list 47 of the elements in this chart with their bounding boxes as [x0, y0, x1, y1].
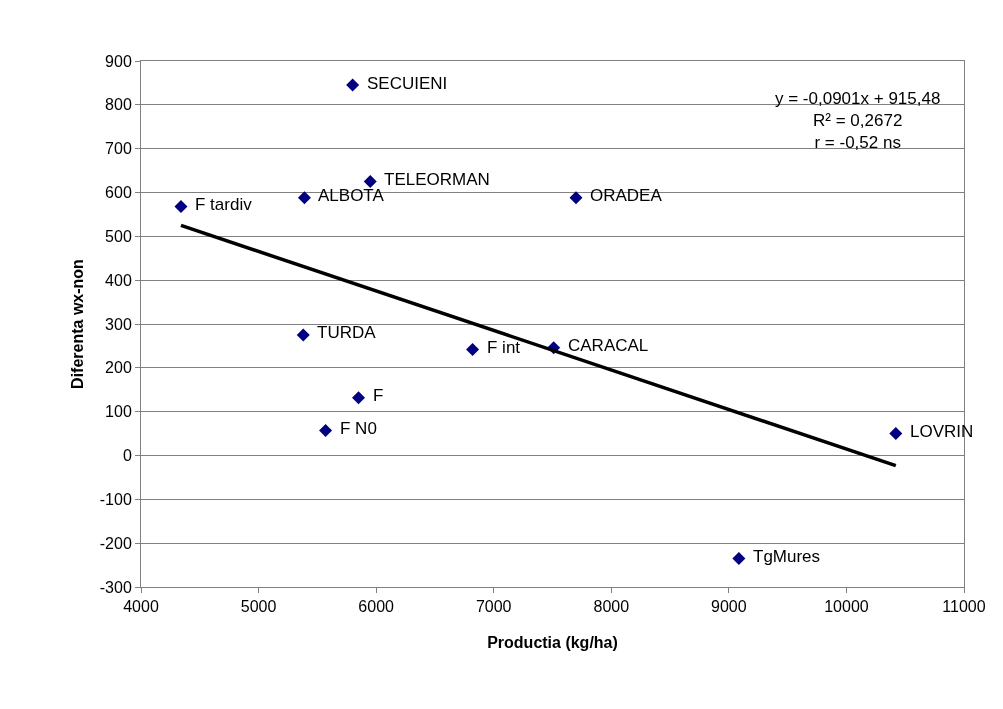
point	[732, 552, 746, 566]
annotation: ORADEA	[590, 186, 663, 205]
annotation: TgMures	[753, 547, 821, 566]
y-tick-label: 600	[105, 184, 132, 202]
y-tick-label: -200	[99, 534, 132, 552]
x-tick-label: 6000	[358, 598, 395, 616]
point	[363, 175, 377, 189]
x-tick-label: 4000	[123, 598, 159, 616]
y-tick-label: 800	[105, 96, 132, 114]
point	[889, 427, 903, 441]
x-tick-label: 5000	[240, 598, 277, 616]
annotation: F	[373, 386, 384, 405]
annotation: F N0	[340, 419, 377, 438]
point	[297, 191, 311, 205]
annotation: LOVRIN	[910, 422, 974, 441]
point	[296, 328, 310, 342]
point	[346, 78, 360, 92]
x-tick-label: 9000	[711, 598, 747, 616]
point	[466, 342, 480, 356]
y-tick-label: -100	[99, 490, 132, 508]
y-tick-label: 0	[122, 447, 132, 465]
annotation: CARACAL	[568, 336, 649, 355]
x-tick-label: 10000	[824, 598, 869, 616]
point	[569, 191, 583, 205]
y-axis-title: Diferenta wx-non	[68, 259, 86, 389]
y-tick-label: 700	[105, 140, 132, 158]
annotation: F tardiv	[195, 195, 253, 214]
annotation: TURDA	[317, 323, 377, 342]
y-tick-label: 100	[105, 403, 132, 421]
x-tick-label: 7000	[475, 598, 512, 616]
x-axis-title: Productia (kg/ha)	[487, 633, 618, 651]
annotation: y = -0,0901x + 915,48 R² = 0,2672 r = -0,52 ns	[775, 89, 941, 153]
annotation: F int	[487, 338, 521, 357]
annotation: SECUIENI	[367, 74, 448, 93]
x-tick-label: 11000	[942, 598, 986, 616]
annotation: TELEORMAN	[384, 170, 490, 189]
y-tick-label: 900	[105, 52, 132, 70]
y-tick-label: 400	[105, 271, 132, 289]
y-tick-label: 500	[105, 227, 132, 245]
y-tick-label: 200	[105, 359, 132, 377]
point	[174, 200, 188, 214]
point	[319, 424, 333, 438]
x-tick-label: 8000	[593, 598, 630, 616]
y-tick-label: -300	[99, 578, 132, 596]
point	[352, 391, 366, 405]
annotation: ALBOTA	[318, 186, 385, 205]
y-tick-label: 300	[105, 315, 132, 333]
